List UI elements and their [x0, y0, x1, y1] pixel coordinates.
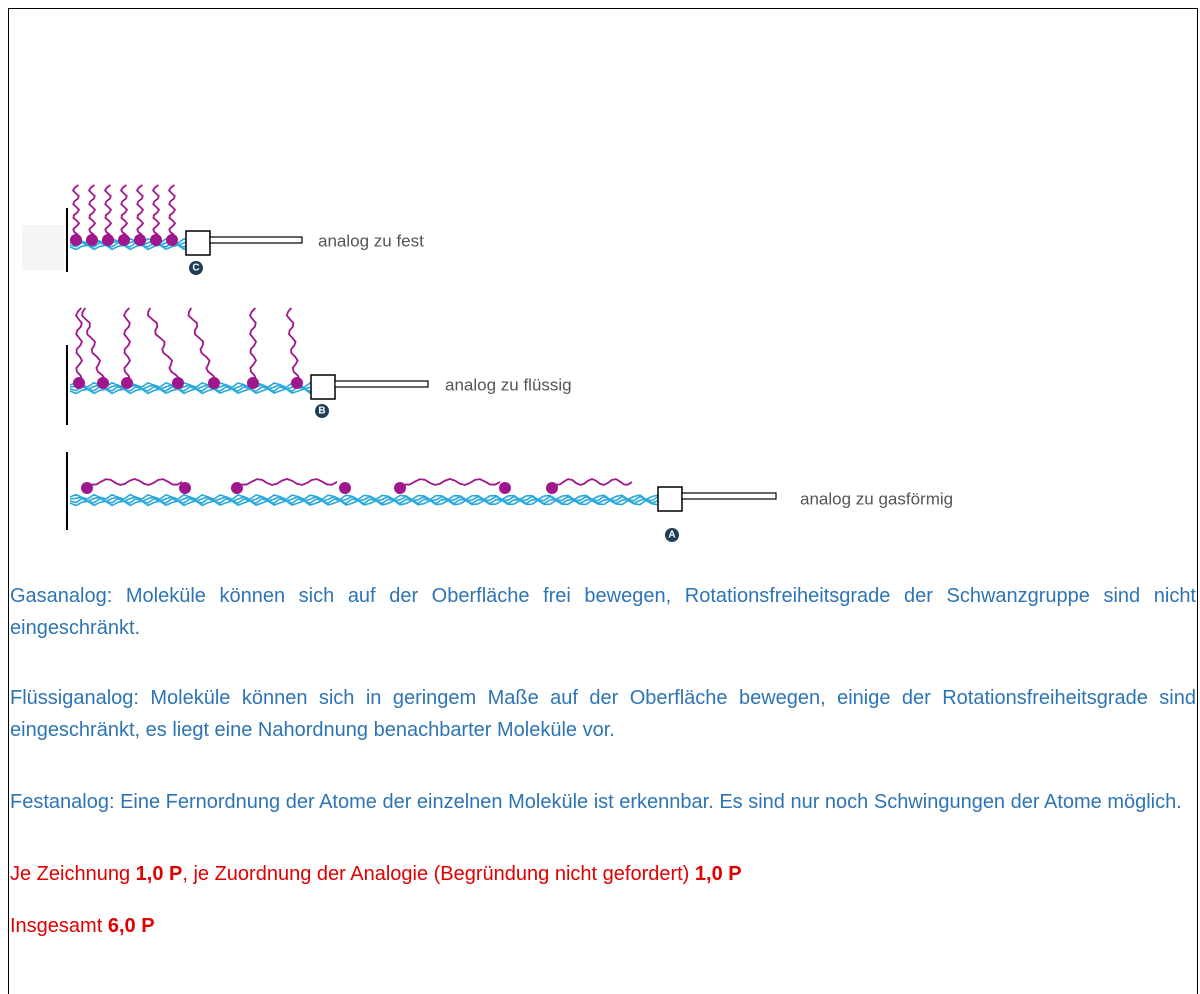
tail — [287, 308, 300, 383]
barrier — [186, 231, 210, 255]
text: , je Zuordnung der Analogie (Begründung … — [182, 863, 695, 885]
text: Je Zeichnung — [10, 863, 136, 885]
head — [81, 482, 93, 494]
barrier — [658, 487, 682, 511]
tail — [552, 479, 632, 488]
head — [208, 377, 220, 389]
head — [86, 234, 98, 246]
tail — [89, 185, 95, 240]
tail — [153, 185, 159, 240]
head — [121, 377, 133, 389]
head — [70, 234, 82, 246]
tail — [189, 308, 216, 383]
barrier — [311, 375, 335, 399]
tail — [148, 308, 179, 383]
head — [179, 482, 191, 494]
head — [134, 234, 146, 246]
rod — [682, 493, 776, 499]
marker-label: C — [192, 263, 199, 274]
points: 1,0 P — [695, 863, 742, 885]
panel-label: analog zu gasförmig — [800, 489, 953, 508]
tail — [121, 185, 127, 240]
head — [499, 482, 511, 494]
panel-label: analog zu fest — [318, 231, 424, 250]
shade — [22, 225, 64, 270]
tail — [76, 308, 82, 383]
head — [172, 377, 184, 389]
tail — [124, 308, 130, 383]
head — [291, 377, 303, 389]
points: 6,0 P — [108, 915, 155, 937]
water-surface — [70, 495, 658, 506]
tail — [73, 185, 79, 240]
head — [339, 482, 351, 494]
tail — [82, 308, 105, 383]
paragraph: Flüssiganalog: Moleküle können sich in g… — [10, 682, 1196, 746]
tail — [137, 185, 143, 240]
scoring-line: Je Zeichnung 1,0 P, je Zuordnung der Ana… — [10, 858, 1196, 890]
text: Insgesamt — [10, 915, 108, 937]
head — [73, 377, 85, 389]
marker-label: A — [668, 530, 675, 541]
head — [150, 234, 162, 246]
tail — [105, 185, 111, 240]
head — [546, 482, 558, 494]
points: 1,0 P — [136, 863, 183, 885]
rod — [210, 237, 302, 243]
tail — [250, 308, 256, 383]
marker-label: B — [318, 406, 325, 417]
head — [118, 234, 130, 246]
head — [247, 377, 259, 389]
head — [97, 377, 109, 389]
tail — [237, 479, 337, 488]
head — [231, 482, 243, 494]
tail — [400, 479, 500, 488]
diagram: analog zu fest analog zu flüssig analog … — [0, 0, 1200, 560]
panel-label: analog zu flüssig — [445, 375, 572, 394]
scoring-line: Insgesamt 6,0 P — [10, 910, 1196, 942]
paragraph: Festanalog: Eine Fernordnung der Atome d… — [10, 786, 1196, 818]
tail — [87, 479, 182, 488]
tail — [169, 185, 175, 240]
head — [166, 234, 178, 246]
head — [102, 234, 114, 246]
paragraph: Gasanalog: Moleküle können sich auf der … — [10, 580, 1196, 644]
head — [394, 482, 406, 494]
rod — [335, 381, 428, 387]
